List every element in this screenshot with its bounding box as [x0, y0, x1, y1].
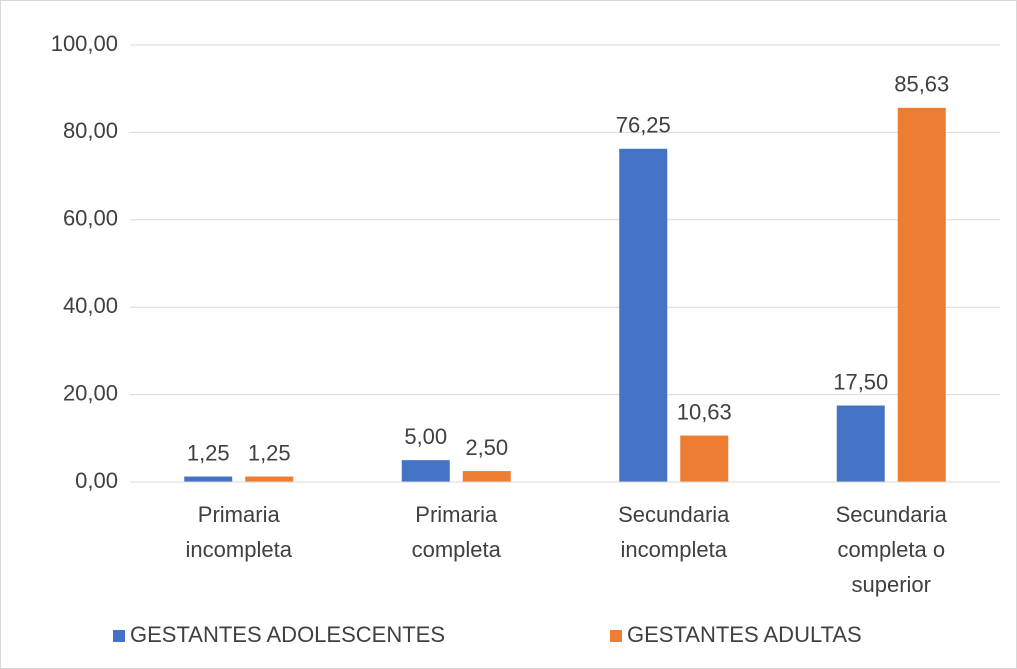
- y-tick-label: 80,00: [63, 118, 118, 143]
- data-label: 1,25: [248, 440, 291, 465]
- bar: [401, 460, 450, 482]
- x-tick-label: Secundaria incompleta: [618, 502, 730, 562]
- legend-label: GESTANTES ADULTAS: [627, 622, 862, 647]
- data-label: 1,25: [187, 440, 230, 465]
- bar: [897, 107, 946, 482]
- y-tick-label: 20,00: [63, 380, 118, 405]
- y-tick-label: 40,00: [63, 293, 118, 318]
- x-tick-label: Secundaria completa o superior: [835, 502, 947, 597]
- legend-label: GESTANTES ADOLESCENTES: [130, 622, 445, 647]
- bar: [245, 476, 294, 482]
- y-tick-label: 60,00: [63, 206, 118, 231]
- bar: [680, 435, 729, 482]
- data-label: 2,50: [465, 435, 508, 460]
- x-tick-label: Primaria incompleta: [185, 502, 292, 562]
- data-label: 17,50: [833, 369, 888, 394]
- bar: [836, 405, 885, 482]
- bar: [462, 471, 511, 482]
- y-tick-label: 0,00: [75, 468, 118, 493]
- y-tick-label: 100,00: [51, 31, 118, 56]
- bar: [184, 476, 233, 482]
- x-tick-label: Primaria completa: [411, 502, 501, 562]
- legend-swatch: [610, 630, 622, 642]
- data-label: 5,00: [404, 424, 447, 449]
- data-label: 76,25: [616, 113, 671, 138]
- data-label: 85,63: [894, 72, 949, 97]
- bar: [619, 148, 668, 482]
- data-label: 10,63: [677, 399, 732, 424]
- legend-swatch: [113, 630, 125, 642]
